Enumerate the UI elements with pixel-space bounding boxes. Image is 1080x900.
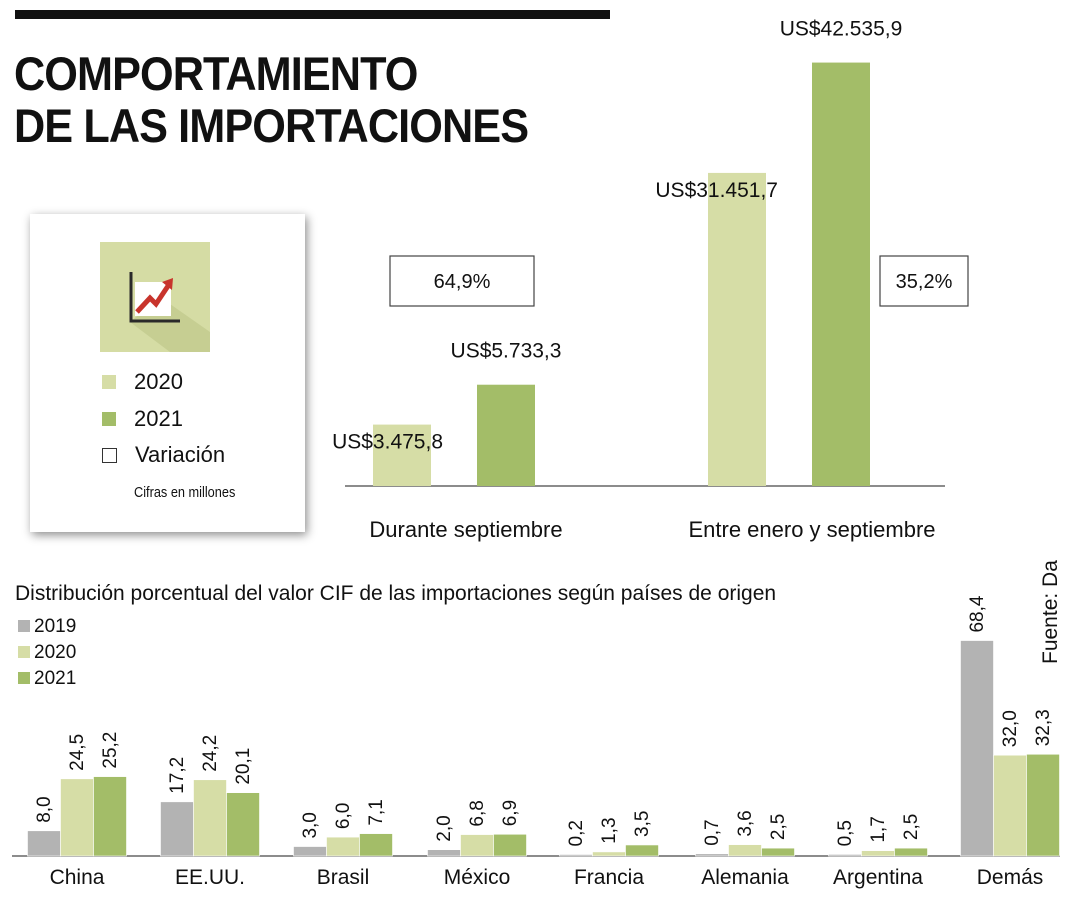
bar-argentina-2020 [861,850,895,857]
legend-label-2021: 2021 [34,668,76,689]
value-label-china-2020: 24,5 [67,734,88,771]
legend-item-2021: 2021 [102,406,183,432]
value-label-argentina-2019: 0,5 [835,820,856,846]
value-label-francia-2019: 0,2 [566,820,587,846]
legend-item-2020: 2020 [102,369,183,395]
value-label-ee-uu-2021: 20,1 [233,748,254,785]
legend-label-2020: 2020 [134,369,183,394]
bar-demas-2019 [960,640,994,857]
legend-label-variation: Variación [135,442,226,467]
title-line-1: COMPORTAMIENTO [14,47,418,100]
bar-argentina-2019 [828,854,862,857]
units-note: Cifras en millones [134,484,236,501]
bar-entre-enero-y-septiembre-2021 [812,62,870,486]
value-label-brasil-2021: 7,1 [366,799,387,825]
page-title: COMPORTAMIENTO DE LAS IMPORTACIONES [14,47,529,152]
value-label-francia-2020: 1,3 [599,817,620,843]
legend-item-variation: Variación [102,442,225,468]
source-label: Fuente: Dane [1039,560,1062,664]
bar-alemania-2020 [728,844,762,857]
value-label-ee-uu-2020: 24,2 [200,735,221,772]
bar-brasil-2021 [359,833,393,857]
country-label-francia: Francia [574,866,644,889]
legend-swatch-2019 [18,620,30,632]
bar-argentina-2021 [894,847,928,857]
bar-label-entre-enero-y-septiembre-2020: US$31.451,7 [655,179,778,202]
bar-china-2020 [60,778,94,857]
value-label-mexico-2019: 2,0 [434,815,455,841]
legend-swatch-2020 [102,375,116,389]
variation-label-durante-septiembre: 64,9% [434,271,491,293]
origin-distribution-chart: Distribución porcentual del valor CIF de… [12,560,1062,889]
top-rule [15,10,610,19]
bar-mexico-2020 [460,834,494,857]
legend-swatch-2021 [102,412,116,426]
bar-brasil-2019 [293,846,327,857]
value-label-ee-uu-2019: 17,2 [167,757,188,794]
category-label-durante-septiembre: Durante septiembre [369,517,562,542]
value-label-francia-2021: 3,5 [632,811,653,837]
legend-label-2019: 2019 [34,616,76,637]
variation-box-entre-enero-y-septiembre [879,255,969,307]
country-label-argentina: Argentina [833,866,923,889]
legend-panel: 2020 2021 Variación Cifras en millones [30,214,305,532]
imports-totals-chart: US$3.475,8 US$5.733,3 US$31.451,7 US$42.535… [332,18,969,542]
legend-swatch-2021 [18,672,30,684]
country-label-alemania: Alemania [701,866,789,889]
title-line-2: DE LAS IMPORTACIONES [14,99,529,152]
value-label-demas-2019: 68,4 [967,595,988,632]
value-label-alemania-2021: 2,5 [768,814,789,840]
bar-entre-enero-y-septiembre-2020 [708,172,766,486]
bar-demas-2021 [1026,753,1060,857]
bar-label-durante-septiembre-2020: US$3.475,8 [332,431,443,454]
value-label-argentina-2020: 1,7 [868,816,889,842]
bar-ee-uu-2021 [226,792,260,857]
value-label-china-2019: 8,0 [34,796,55,822]
value-label-argentina-2021: 2,5 [901,814,922,840]
bar-alemania-2019 [695,853,729,857]
bar-label-durante-septiembre-2021: US$5.733,3 [451,340,562,363]
bar-demas-2020 [993,754,1027,857]
bar-ee-uu-2019 [160,801,194,857]
country-label-demas: Demás [977,866,1044,889]
bar-ee-uu-2020 [193,779,227,857]
country-label-ee-uu: EE.UU. [175,866,245,889]
bar-alemania-2021 [761,847,795,857]
bar-durante-septiembre-2020 [373,424,431,486]
bar-francia-2021 [625,844,659,857]
value-label-mexico-2021: 6,9 [500,800,521,826]
legend-label-2021: 2021 [134,406,183,431]
legend-label-2020: 2020 [34,642,76,663]
legend-swatch-2020 [18,646,30,658]
value-label-alemania-2019: 0,7 [702,819,723,845]
bar-china-2019 [27,830,61,857]
bar-china-2021 [93,776,127,857]
bar-brasil-2020 [326,836,360,857]
bar-francia-2019 [559,854,593,857]
bar-mexico-2019 [427,849,461,857]
value-label-demas-2021: 32,3 [1033,709,1054,746]
value-label-demas-2020: 32,0 [1000,710,1021,747]
value-label-mexico-2020: 6,8 [467,800,488,826]
variation-box-durante-septiembre [389,255,535,307]
bar-francia-2020 [592,851,626,857]
value-label-alemania-2020: 3,6 [735,810,756,836]
category-label-entre-enero-y-septiembre: Entre enero y septiembre [688,517,935,542]
chart-trend-icon [100,242,210,352]
distribution-title: Distribución porcentual del valor CIF de… [15,582,776,605]
value-label-china-2021: 25,2 [100,732,121,769]
bar-label-entre-enero-y-septiembre-2021: US$42.535,9 [780,18,903,41]
country-label-china: China [50,866,105,889]
bar-mexico-2021 [493,833,527,857]
country-label-mexico: México [444,866,511,889]
bar-durante-septiembre-2021 [477,384,535,486]
variation-label-entre-enero-y-septiembre: 35,2% [896,271,953,293]
value-label-brasil-2020: 6,0 [333,803,354,829]
value-label-brasil-2019: 3,0 [300,812,321,838]
legend-swatch-variation [102,447,117,463]
country-label-brasil: Brasil [317,866,370,889]
